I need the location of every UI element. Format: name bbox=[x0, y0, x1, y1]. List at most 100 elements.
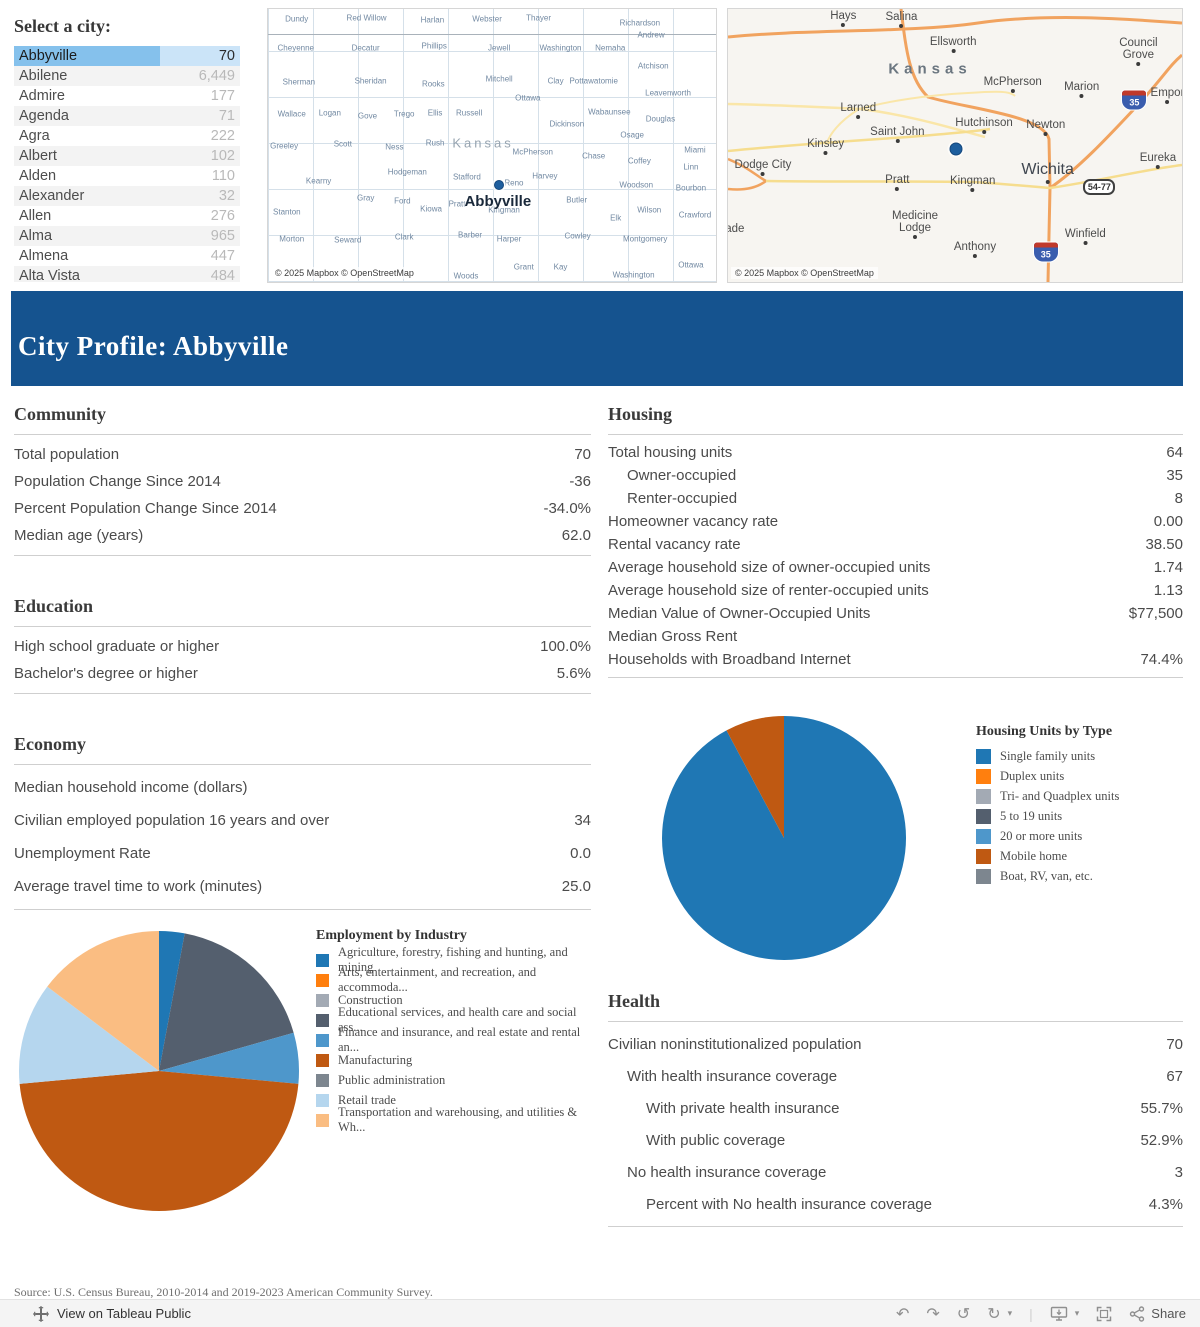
county-map[interactable]: Dundy Red Willow Harlan Webster Thayer Richar… bbox=[267, 8, 717, 283]
county-label: Montgomery bbox=[622, 234, 668, 244]
stat-row: Total population 70 bbox=[14, 441, 591, 468]
refresh-caret-icon[interactable]: ▾ bbox=[1007, 1308, 1013, 1318]
undo-icon[interactable]: ↶ bbox=[895, 1303, 910, 1323]
legend-item[interactable]: Educational services, and health care an… bbox=[316, 1005, 593, 1034]
county-label: Hodgeman bbox=[387, 167, 427, 177]
city-list-item[interactable]: Almena 447 bbox=[14, 246, 240, 266]
stat-value: 62.0 bbox=[561, 527, 591, 544]
view-on-tableau-link[interactable]: View on Tableau Public bbox=[33, 1305, 191, 1322]
county-label: Morton bbox=[279, 234, 305, 244]
map-city-label: Council Grove bbox=[1117, 37, 1161, 61]
county-label: Harper bbox=[496, 234, 522, 244]
download-caret-icon[interactable]: ▾ bbox=[1074, 1308, 1080, 1318]
community-table: Total population 70 Population Change Sinc… bbox=[14, 434, 591, 556]
legend-item[interactable]: 20 or more units bbox=[976, 826, 1119, 846]
stat-label: Total housing units bbox=[608, 444, 733, 461]
city-list-item[interactable]: Alma 965 bbox=[14, 226, 240, 246]
toolbar-icons: ↶ ↷ ↺ ↻ ▾ | ▾ Share bbox=[895, 1303, 1186, 1323]
city-list-item[interactable]: Admire 177 bbox=[14, 86, 240, 106]
legend-swatch bbox=[976, 808, 991, 824]
city-list-item[interactable]: Alden 110 bbox=[14, 166, 240, 186]
education-table: High school graduate or higher 100.0% Bach… bbox=[14, 626, 591, 694]
stat-label: High school graduate or higher bbox=[14, 638, 220, 655]
roads-map[interactable]: Hays Salina Ellsworth Council Grove McPherso… bbox=[727, 8, 1183, 283]
legend-swatch bbox=[976, 788, 991, 804]
legend-item[interactable]: Manufacturing bbox=[316, 1050, 593, 1070]
map-city-label: Newton bbox=[1026, 119, 1066, 132]
pie-slice-6[interactable] bbox=[726, 716, 784, 838]
employment-legend-title: Employment by Industry bbox=[316, 928, 467, 943]
legend-item[interactable]: Arts, entertainment, and recreation, and… bbox=[316, 965, 593, 994]
legend-item[interactable]: Retail trade bbox=[316, 1090, 593, 1110]
county-label: Osage bbox=[620, 130, 645, 140]
pie-slice-1[interactable] bbox=[159, 931, 185, 1071]
city-list-item[interactable]: Agenda 71 bbox=[14, 106, 240, 126]
legend-item[interactable]: Finance and insurance, and real estate a… bbox=[316, 1025, 593, 1054]
legend-swatch bbox=[976, 848, 991, 864]
share-button[interactable]: Share bbox=[1129, 1305, 1186, 1322]
county-label: Pottawatomie bbox=[569, 76, 618, 86]
county-label: Webster bbox=[472, 14, 502, 24]
stat-row: Percent with No health insurance coverag… bbox=[608, 1188, 1183, 1220]
housing-pie-chart[interactable] bbox=[658, 712, 910, 969]
interstate-shield-35: 35 bbox=[1121, 89, 1148, 111]
stat-label: Average household size of renter-occupie… bbox=[608, 582, 929, 599]
legend-item[interactable]: Transportation and warehousing, and util… bbox=[316, 1105, 593, 1134]
download-icon[interactable] bbox=[1050, 1306, 1068, 1322]
county-label: Pratt bbox=[448, 199, 466, 209]
stat-row: With private health insurance 55.7% bbox=[608, 1092, 1183, 1124]
legend-item[interactable]: 5 to 19 units bbox=[976, 806, 1119, 826]
legend-item[interactable]: Public administration bbox=[316, 1070, 593, 1090]
legend-item[interactable]: Duplex units bbox=[976, 766, 1119, 786]
stat-label: Median household income (dollars) bbox=[14, 779, 248, 796]
stat-row: Percent Population Change Since 2014 -34.… bbox=[14, 495, 591, 522]
legend-swatch bbox=[316, 993, 329, 1007]
city-list-item[interactable]: Albert 102 bbox=[14, 146, 240, 166]
legend-item[interactable]: Boat, RV, van, etc. bbox=[976, 866, 1119, 886]
community-section: Community Total population 70 Population Ch… bbox=[14, 404, 591, 556]
stat-label: Civilian employed population 16 years an… bbox=[14, 812, 330, 829]
stat-value: 100.0% bbox=[540, 638, 591, 655]
city-name: Abbyville bbox=[14, 46, 160, 66]
legend-item[interactable]: Construction bbox=[316, 990, 593, 1010]
pie-slice-5[interactable] bbox=[159, 1032, 299, 1084]
refresh-icon[interactable]: ↻ bbox=[987, 1303, 1001, 1323]
redo-icon[interactable]: ↷ bbox=[926, 1303, 940, 1323]
stat-value: 1.74 bbox=[1153, 559, 1183, 576]
legend-item[interactable]: Mobile home bbox=[976, 846, 1119, 866]
top-row: Select a city: Abbyville 70 Abilene 6,449 Ad… bbox=[0, 0, 1200, 284]
county-label: Richardson bbox=[619, 18, 661, 28]
stat-label: Households with Broadband Internet bbox=[608, 651, 851, 668]
pie-slice-9[interactable] bbox=[47, 931, 159, 1071]
employment-pie-chart[interactable] bbox=[14, 926, 304, 1221]
city-list-item[interactable]: Agra 222 bbox=[14, 126, 240, 146]
city-name: Allen bbox=[19, 208, 52, 224]
stat-row: Median Gross Rent bbox=[608, 625, 1183, 648]
city-list[interactable]: Abbyville 70 Abilene 6,449 Admire 177 Agenda 71… bbox=[14, 46, 240, 282]
reset-icon[interactable]: ↺ bbox=[956, 1303, 971, 1323]
pie-slice-6[interactable] bbox=[19, 1071, 299, 1211]
legend-item[interactable]: Agriculture, forestry, fishing and hunti… bbox=[316, 945, 593, 974]
city-population: 222 bbox=[210, 128, 235, 144]
county-label: Ford bbox=[394, 196, 411, 206]
stat-value: 35 bbox=[1166, 467, 1183, 484]
city-population: 447 bbox=[210, 248, 235, 264]
pie-slice-1[interactable] bbox=[662, 716, 907, 960]
city-list-item[interactable]: Abbyville 70 bbox=[14, 46, 240, 66]
stat-value: 0.00 bbox=[1153, 513, 1183, 530]
stat-label: Average household size of owner-occupied… bbox=[608, 559, 931, 576]
city-list-item[interactable]: Alexander 32 bbox=[14, 186, 240, 206]
county-label: Red Willow bbox=[346, 13, 387, 23]
stat-row: Unemployment Rate 0.0 bbox=[14, 837, 591, 870]
pie-slice-4[interactable] bbox=[159, 933, 294, 1071]
fullscreen-icon[interactable] bbox=[1096, 1306, 1112, 1322]
legend-item[interactable]: Tri- and Quadplex units bbox=[976, 786, 1119, 806]
county-label: Gray bbox=[356, 193, 375, 203]
legend-item[interactable]: Single family units bbox=[976, 746, 1119, 766]
city-list-item[interactable]: Alta Vista 484 bbox=[14, 266, 240, 282]
city-list-item[interactable]: Abilene 6,449 bbox=[14, 66, 240, 86]
pie-slice-8[interactable] bbox=[19, 986, 160, 1084]
legend-swatch bbox=[976, 748, 991, 764]
county-label: Ottawa bbox=[515, 93, 541, 103]
city-list-item[interactable]: Allen 276 bbox=[14, 206, 240, 226]
